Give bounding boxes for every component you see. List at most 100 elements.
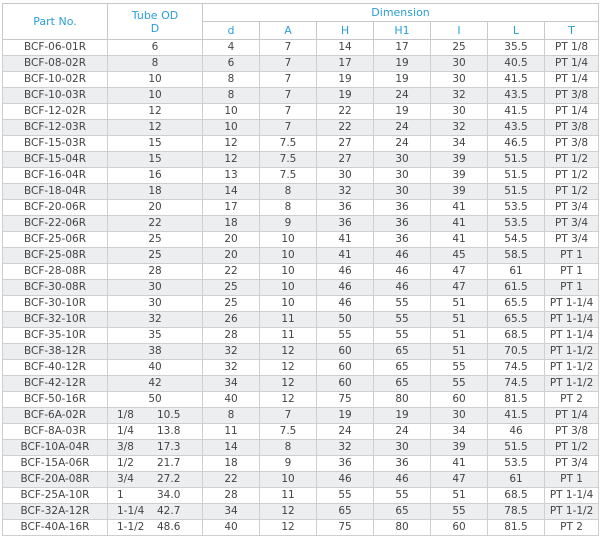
cell: 22 — [202, 263, 260, 280]
part-no: BCF-50-16R — [2, 391, 108, 408]
cell: 46 — [373, 247, 431, 264]
cell: 43.5 — [487, 87, 545, 104]
table-row: BCF-18-04R 18 14 8 32 30 39 51.5 PT 1/2 — [2, 183, 600, 200]
part-no: BCF-18-04R — [2, 183, 108, 200]
cell: 4 — [202, 39, 260, 56]
cell: 25 — [107, 247, 203, 264]
cell: 47 — [430, 263, 488, 280]
cell: 9 — [259, 455, 317, 472]
cell: 74.5 — [487, 359, 545, 376]
cell: 61 — [487, 471, 545, 488]
cell: 14 — [316, 39, 374, 56]
tube-inch: 3/8 — [117, 441, 134, 453]
part-no: BCF-6A-02R — [2, 407, 108, 424]
part-no: BCF-10-03R — [2, 87, 108, 104]
tube-inch: 1/2 — [117, 457, 134, 469]
cell: 18 — [202, 215, 260, 232]
cell: 60 — [430, 519, 488, 536]
part-no: BCF-20-06R — [2, 199, 108, 216]
cell: 65 — [373, 343, 431, 360]
cell: 68.5 — [487, 327, 545, 344]
cell: 55 — [430, 375, 488, 392]
cell: 8 — [259, 183, 317, 200]
cell: 41 — [430, 215, 488, 232]
table-row: BCF-25-06R 25 20 10 41 36 41 54.5 PT 3/4 — [2, 231, 600, 248]
table-row: BCF-35-10R 35 28 11 55 55 51 68.5 PT 1-1/4 — [2, 327, 600, 344]
cell: 24 — [373, 423, 431, 440]
cell: 30 — [430, 407, 488, 424]
cell: 17 — [316, 55, 374, 72]
cell: 65 — [373, 359, 431, 376]
cell: 28 — [107, 263, 203, 280]
table-row: BCF-10A-04R 3/8 17.3 14 8 32 30 39 51.5 PT 1/2 — [2, 439, 600, 456]
table-row: BCF-08-02R 8 6 7 17 19 30 40.5 PT 1/4 — [2, 55, 600, 72]
cell: PT 3/4 — [543, 455, 600, 472]
part-no: BCF-40-12R — [2, 359, 108, 376]
cell: 24 — [373, 87, 431, 104]
cell: 75 — [316, 519, 374, 536]
cell: 54.5 — [487, 231, 545, 248]
cell: 30 — [430, 55, 488, 72]
cell: 40 — [202, 391, 260, 408]
cell: 7.5 — [259, 423, 317, 440]
cell: 7 — [259, 39, 317, 56]
cell: 26 — [202, 311, 260, 328]
cell: 30 — [373, 167, 431, 184]
cell: 40 — [202, 519, 260, 536]
cell: 46 — [373, 263, 431, 280]
cell: 7.5 — [259, 135, 317, 152]
cell: 60 — [316, 343, 374, 360]
table-row: BCF-20A-08R 3/4 27.2 22 10 46 46 47 61 PT 1 — [2, 471, 600, 488]
cell: 12 — [259, 375, 317, 392]
cell: 46 — [316, 471, 374, 488]
cell: 55 — [316, 327, 374, 344]
column-header: L — [487, 21, 545, 40]
cell: 46 — [373, 279, 431, 296]
tube-inch: 1 — [117, 489, 124, 501]
cell: 10 — [259, 247, 317, 264]
cell: 30 — [107, 279, 203, 296]
cell: 25 — [202, 295, 260, 312]
part-no: BCF-06-01R — [2, 39, 108, 56]
part-no: BCF-10A-04R — [2, 439, 108, 456]
cell: 30 — [430, 71, 488, 88]
cell: 24 — [316, 423, 374, 440]
part-no: BCF-35-10R — [2, 327, 108, 344]
column-header: d — [202, 21, 260, 40]
cell: 51.5 — [487, 151, 545, 168]
table-row: BCF-15A-06R 1/2 21.7 18 9 36 36 41 53.5 PT 3/4 — [2, 455, 600, 472]
cell: 58.5 — [487, 247, 545, 264]
cell: PT 1 — [543, 471, 600, 488]
part-no: BCF-15A-06R — [2, 455, 108, 472]
cell: 60 — [316, 375, 374, 392]
cell: 6 — [107, 39, 203, 56]
cell: 8 — [202, 71, 260, 88]
cell: 41.5 — [487, 407, 545, 424]
cell: 51 — [430, 343, 488, 360]
table-row: BCF-38-12R 38 32 12 60 65 51 70.5 PT 1-1/2 — [2, 343, 600, 360]
cell: PT 1-1/2 — [543, 375, 600, 392]
table-row: BCF-15-03R 15 12 7.5 27 24 34 46.5 PT 3/8 — [2, 135, 600, 152]
cell: 41.5 — [487, 103, 545, 120]
cell: 22 — [316, 119, 374, 136]
part-no: BCF-32A-12R — [2, 503, 108, 520]
cell: 30 — [430, 103, 488, 120]
cell: 51.5 — [487, 167, 545, 184]
cell: 53.5 — [487, 215, 545, 232]
cell: 30 — [373, 151, 431, 168]
cell: 1/4 13.8 — [107, 423, 203, 440]
part-no: BCF-8A-03R — [2, 423, 108, 440]
cell: 8 — [202, 87, 260, 104]
cell: PT 1/4 — [543, 103, 600, 120]
cell: 34 — [202, 375, 260, 392]
cell: PT 1 — [543, 279, 600, 296]
spec-table: Part No. Tube OD D Dimension d A H H1 I L T BCF… — [2, 3, 600, 536]
cell: 10 — [259, 231, 317, 248]
cell: 41 — [316, 231, 374, 248]
cell: 39 — [430, 167, 488, 184]
cell: 43.5 — [487, 119, 545, 136]
tube-mm: 10.5 — [157, 409, 181, 421]
cell: 74.5 — [487, 375, 545, 392]
cell: 36 — [316, 455, 374, 472]
cell: 12 — [259, 359, 317, 376]
